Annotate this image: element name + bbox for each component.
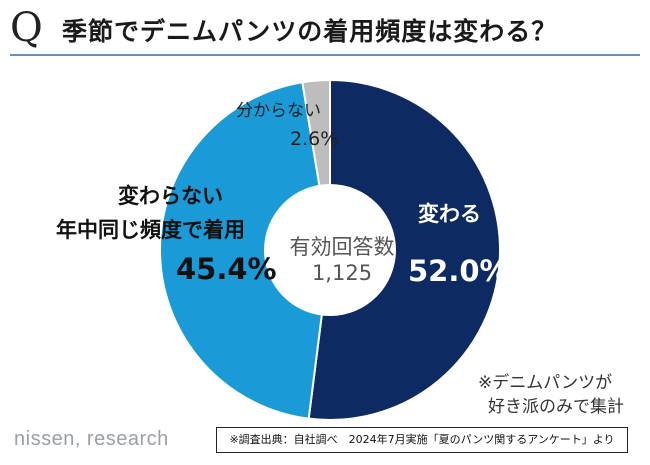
slice-label-dont-know: 分からない <box>236 101 321 121</box>
chart-title: 季節でデニムパンツの着用頻度は変わる？ <box>62 17 558 46</box>
donut-hole <box>264 184 396 316</box>
slice-value-no-change: 45.4% <box>176 252 277 286</box>
note-line1: ※デニムパンツが <box>478 373 613 393</box>
note-line2: 好き派のみで集計 <box>488 397 624 417</box>
center-label: 有効回答数 <box>289 235 395 259</box>
slice-label-changes: 変わる <box>418 202 481 226</box>
slice-no-change <box>159 81 332 420</box>
slice-label-no-change-line2: 年中同じ頻度で着用 <box>56 218 245 242</box>
q-mark: Q <box>10 5 43 51</box>
brand-logo: nissen, research <box>14 428 169 450</box>
slice-value-dont-know: 2.6% <box>290 128 339 150</box>
slice-value-changes: 52.0% <box>408 254 509 288</box>
source-note: ※調査出典：自社調べ 2024年7月実施「夏のパンツ関するアンケート」より <box>216 427 628 453</box>
title-underline <box>10 54 640 56</box>
center-value: 1,125 <box>311 261 373 285</box>
slice-label-no-change-line1: 変わらない <box>118 184 223 208</box>
slice-changes <box>307 78 502 421</box>
